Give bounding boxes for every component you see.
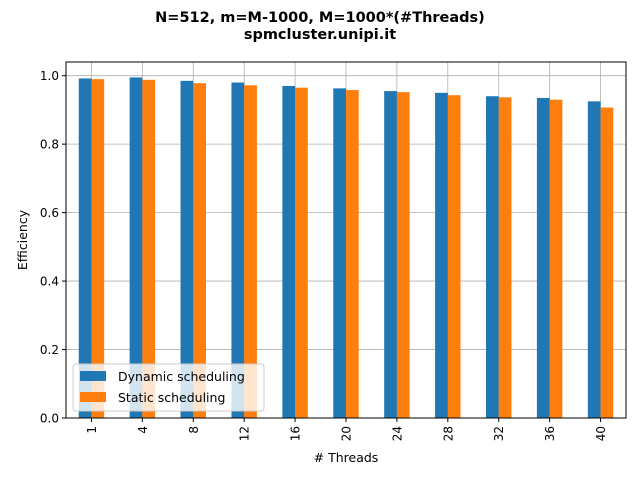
bar-static [396,92,410,418]
legend-label-static: Static scheduling [118,390,225,405]
x-tick-label: 16 [289,426,303,441]
x-axis-ticks: 1 4 8 12 16 20 24 28 32 36 40 [85,418,608,441]
bar-static [142,79,156,419]
x-tick-label: 1 [85,426,99,434]
x-tick-label: 12 [238,426,252,441]
x-tick-label: 24 [390,426,404,441]
legend-swatch-static [80,392,106,402]
bar-dynamic [180,80,194,419]
bar-static [498,97,512,418]
x-tick-label: 36 [543,426,557,441]
bar-dynamic [486,96,499,418]
chart-subtitle: spmcluster.unipi.it [244,27,396,43]
bar-static [193,83,206,418]
y-axis-label: Efficiency [15,209,30,270]
x-tick-label: 8 [187,426,201,434]
bar-dynamic [536,97,550,418]
bar-static [346,90,359,419]
y-axis-ticks: 0.0 0.2 0.4 0.6 0.8 1.0 [40,69,66,426]
y-tick-label: 0.6 [40,206,59,220]
bars [78,77,614,419]
y-tick-label: 0.4 [40,275,59,289]
bar-static [91,79,105,418]
bar-dynamic [333,88,346,418]
bar-dynamic [231,82,245,419]
y-tick-label: 0.2 [40,343,59,357]
bar-static [600,107,614,419]
bar-static [549,99,563,419]
y-tick-label: 0.0 [40,412,59,426]
legend: Dynamic scheduling Static scheduling [72,363,265,412]
bar-static [447,95,461,418]
bar-dynamic [129,77,143,419]
x-tick-label: 32 [492,426,506,441]
legend-box [72,363,265,412]
y-tick-label: 1.0 [40,69,59,83]
chart-title: N=512, m=M-1000, M=1000*(#Threads) [155,10,485,26]
x-tick-label: 40 [594,426,608,441]
legend-label-dynamic: Dynamic scheduling [118,369,245,384]
bar-dynamic [435,92,448,419]
bar-static [244,85,257,419]
bar-static [295,87,308,418]
x-tick-label: 20 [340,426,354,441]
x-tick-label: 28 [441,426,455,441]
x-axis-label: # Threads [314,450,379,465]
bar-dynamic [282,85,296,418]
legend-swatch-dynamic [80,371,106,381]
y-tick-label: 0.8 [40,138,59,152]
bar-dynamic [587,101,601,418]
x-tick-label: 4 [136,426,150,434]
bar-dynamic [384,91,397,418]
bar-dynamic [78,78,92,418]
